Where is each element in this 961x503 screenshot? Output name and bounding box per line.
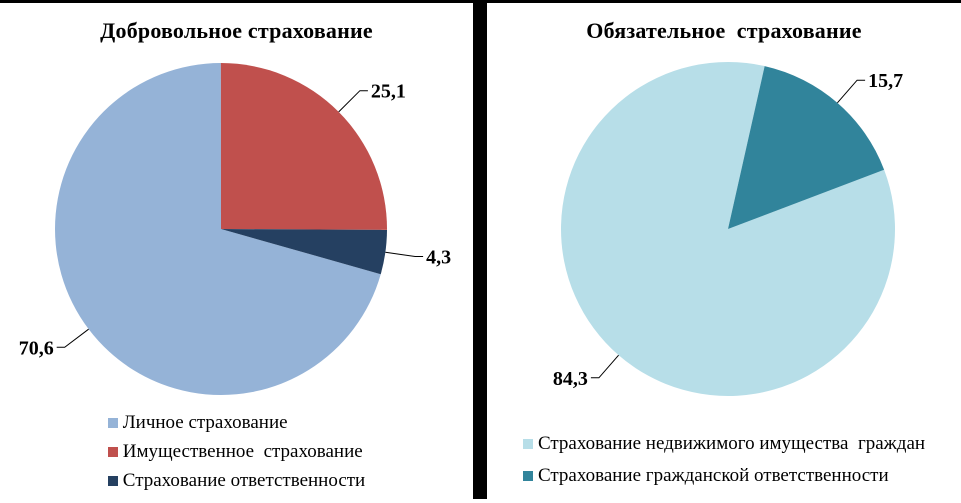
data-label-leader-line [338, 90, 368, 113]
legend-item: Имущественное страхование [107, 437, 365, 466]
pie-slice [55, 63, 381, 395]
legend-swatch [522, 471, 533, 481]
data-label: 84,3 [553, 368, 588, 390]
legend-swatch [107, 475, 118, 486]
chart-panel-mandatory: Обязательное страхование 84,3 15,7 Страхо… [487, 0, 961, 503]
pie-slice [220, 62, 388, 230]
data-label-leader-line [837, 79, 866, 104]
chart-panel-voluntary: Добровольное страхование 70,6 25,1 4,3 Лич… [0, 0, 473, 503]
data-label-leader-line [590, 354, 619, 379]
legend-label: Имущественное страхование [122, 440, 363, 462]
pie-slice [221, 229, 387, 275]
center-divider-bar [473, 0, 487, 499]
legend-item: Страхование недвижимого имущества гражда… [522, 428, 926, 460]
data-label: 25,1 [371, 81, 406, 103]
legend-label: Страхование гражданской ответственности [537, 465, 889, 486]
legend-swatch [107, 417, 118, 428]
legend-swatch [107, 446, 118, 457]
legend-label: Страхование ответственности [122, 469, 366, 491]
legend-label: Личное страхование [122, 411, 288, 433]
legend-voluntary: Личное страхование Имущественное страхов… [0, 408, 473, 495]
legend-swatch [522, 439, 533, 449]
pie-slice [561, 61, 896, 396]
data-label: 15,7 [868, 70, 903, 92]
pie-chart-mandatory: 84,3 15,7 [553, 61, 903, 396]
pie-chart-voluntary: 70,6 25,1 4,3 [19, 62, 451, 395]
chart-title-voluntary: Добровольное страхование [100, 18, 373, 43]
legend-item: Личное страхование [107, 408, 365, 437]
data-label: 4,3 [426, 247, 451, 269]
data-label: 70,6 [19, 337, 54, 359]
pie-slice [728, 66, 885, 229]
data-label-leader-line [385, 251, 424, 257]
legend-mandatory: Страхование недвижимого имущества гражда… [487, 428, 961, 492]
legend-label: Страхование недвижимого имущества гражда… [537, 433, 926, 454]
data-label-leader-line [56, 328, 89, 348]
chart-title-mandatory: Обязательное страхование [586, 18, 862, 43]
legend-item: Страхование ответственности [107, 466, 366, 495]
legend-item: Страхование гражданской ответственности [522, 460, 925, 492]
